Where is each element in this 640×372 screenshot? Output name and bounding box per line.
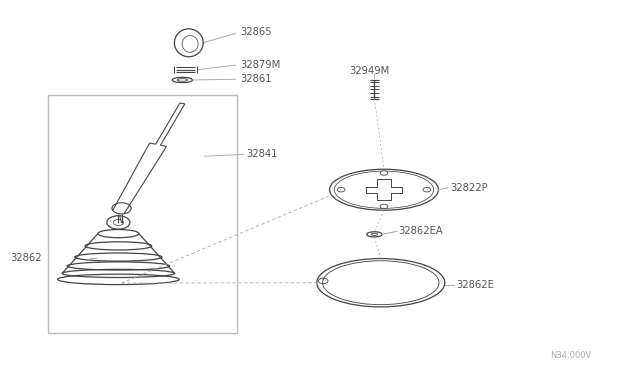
Text: 32862: 32862 — [10, 253, 42, 263]
Circle shape — [423, 187, 431, 192]
Text: 32862EA: 32862EA — [399, 227, 444, 236]
Text: 32865: 32865 — [240, 28, 271, 37]
Text: 32862E: 32862E — [456, 280, 494, 289]
Text: 32841: 32841 — [246, 150, 278, 159]
Text: N34:000V: N34:000V — [550, 351, 591, 360]
Text: 32949M: 32949M — [349, 67, 389, 76]
Text: 32861: 32861 — [240, 74, 271, 84]
Text: 32822P: 32822P — [450, 183, 488, 193]
Circle shape — [380, 204, 388, 209]
Circle shape — [337, 187, 345, 192]
Text: 32879M: 32879M — [240, 60, 280, 70]
Circle shape — [380, 171, 388, 175]
